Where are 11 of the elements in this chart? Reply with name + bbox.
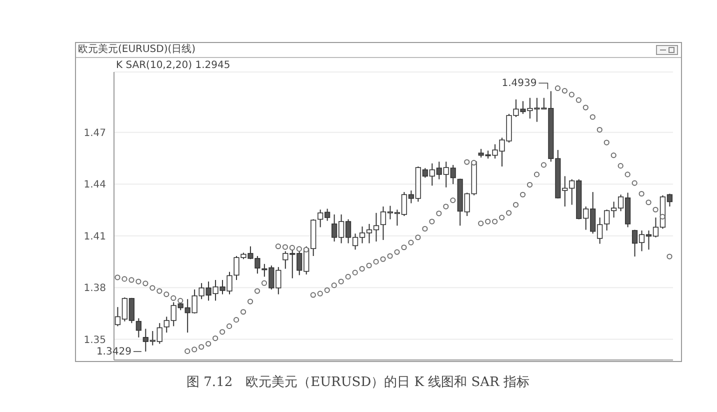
annotation: 1.4939 — [502, 78, 537, 89]
y-tick-label: 1.38 — [84, 283, 106, 294]
y-tick-label: 1.47 — [84, 128, 106, 139]
caption: 图 7.12 欧元美元（EURUSD）的日 K 线图和 SAR 指标 — [186, 374, 530, 391]
chart-title: 欧元美元(EURUSD)(日线) — [76, 43, 681, 58]
candlestick — [136, 318, 142, 338]
y-tick-label: 1.41 — [84, 231, 106, 242]
y-tick-label: 1.44 — [84, 180, 106, 191]
chart-subtitle: K SAR(10,2,20) 1.2945 — [116, 60, 230, 71]
y-tick-label: 1.35 — [84, 334, 106, 346]
annotation: 1.3429 — [96, 346, 132, 358]
